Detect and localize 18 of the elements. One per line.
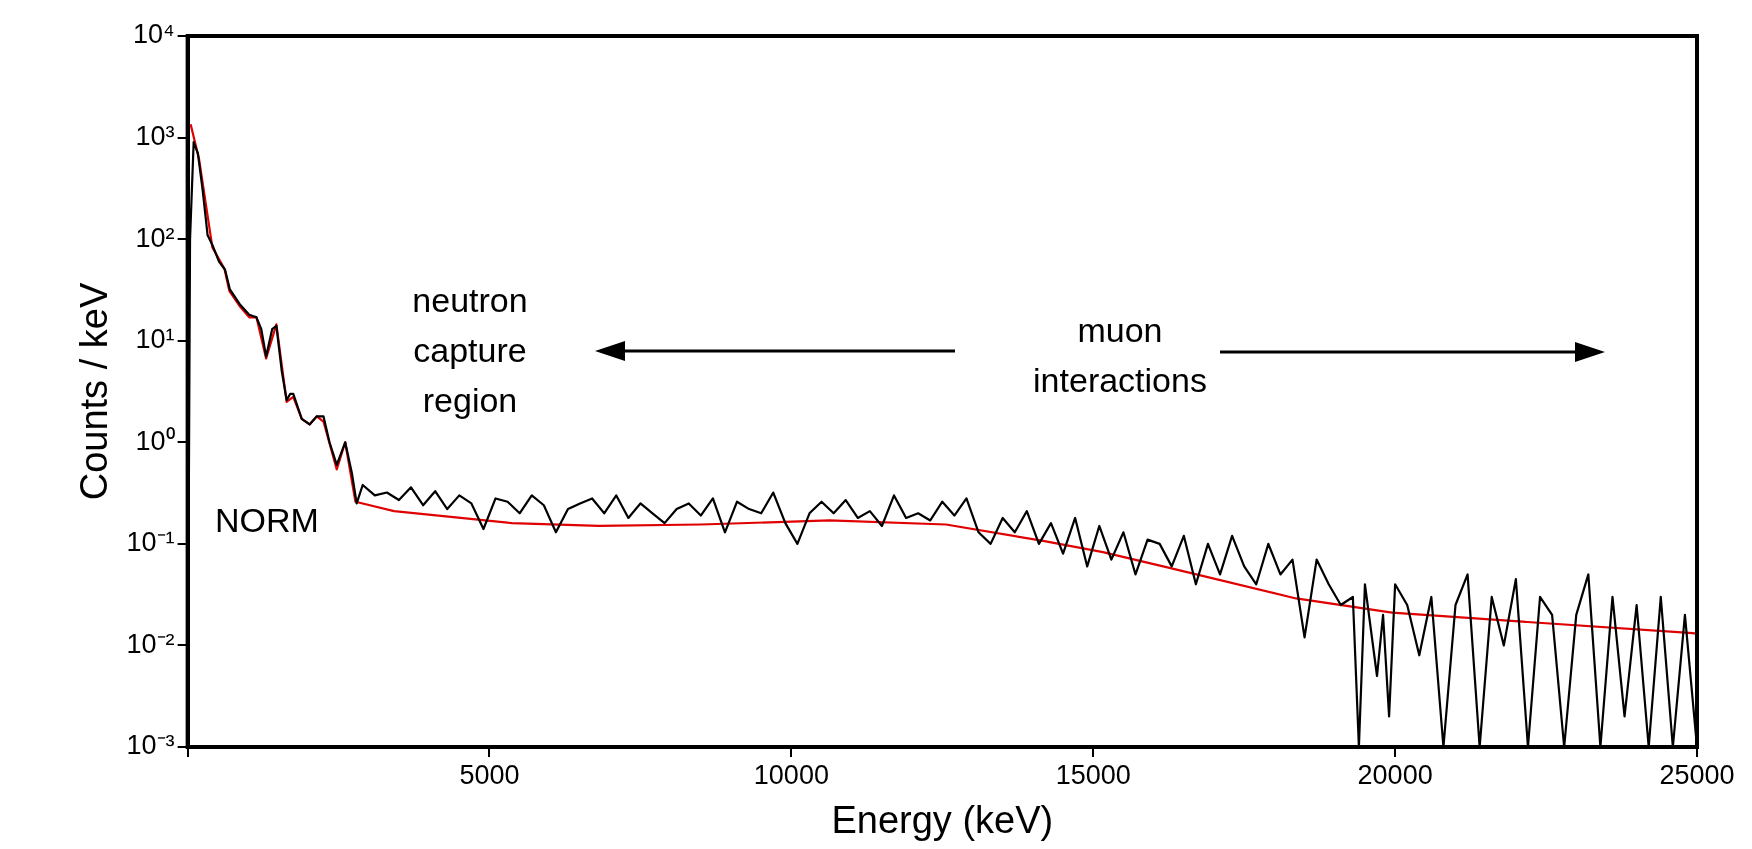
y-tick-label: 10⁰: [135, 425, 175, 456]
x-tick-label: 25000: [1659, 759, 1735, 790]
y-axis-title: Counts / keV: [73, 282, 116, 501]
annotation: muon interactions: [1032, 310, 1208, 401]
y-tick-label: 10¹: [135, 324, 175, 355]
y-tick-label: 10⁻²: [126, 628, 175, 659]
y-tick-label: 10³: [135, 121, 175, 152]
x-tick-label: 20000: [1357, 759, 1433, 790]
y-tick-label: 10²: [135, 222, 175, 253]
y-tick-label: 10⁻¹: [126, 527, 175, 558]
annotation: NORM: [215, 500, 320, 541]
y-tick-label: 10⁴: [132, 19, 175, 50]
x-axis-title: Energy (keV): [831, 798, 1054, 841]
x-tick-label: 10000: [753, 759, 829, 790]
annotation: neutron capture region: [411, 280, 529, 421]
x-tick-label: 15000: [1055, 759, 1131, 790]
y-tick-label: 10⁻³: [126, 730, 175, 761]
x-tick-label: 5000: [459, 759, 520, 790]
